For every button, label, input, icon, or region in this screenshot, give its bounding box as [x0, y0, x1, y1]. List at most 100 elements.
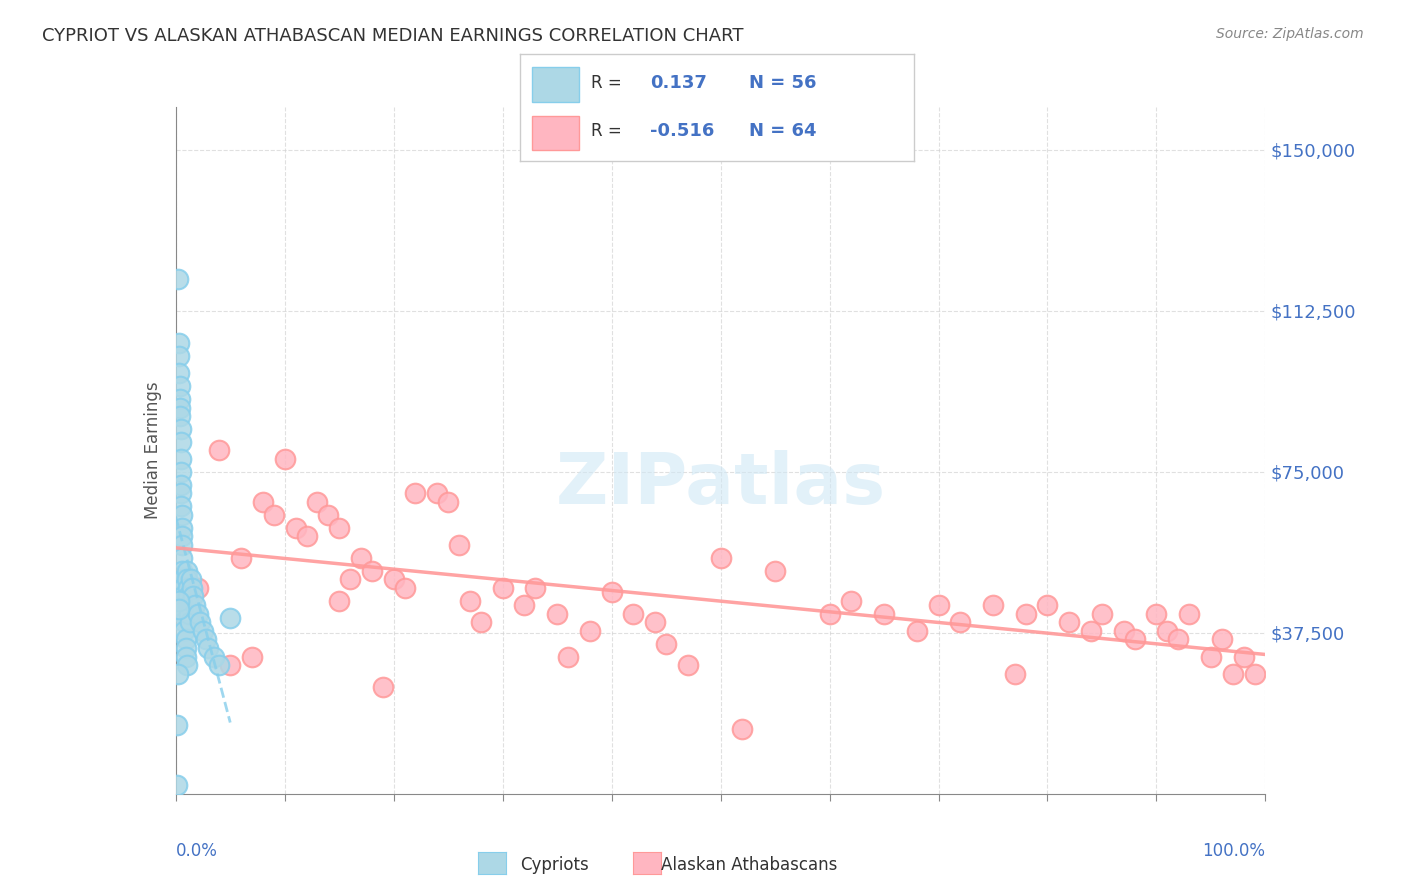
- Point: [274, 452, 297, 467]
- Point: [172, 538, 194, 552]
- Point: [170, 434, 193, 449]
- Point: [328, 521, 350, 535]
- Point: [202, 649, 225, 664]
- Point: [928, 598, 950, 612]
- Point: [710, 550, 733, 565]
- Point: [172, 508, 194, 522]
- Point: [1199, 649, 1222, 664]
- Point: [394, 581, 416, 595]
- Point: [470, 615, 492, 630]
- Point: [524, 581, 547, 595]
- Point: [1080, 624, 1102, 638]
- Point: [172, 572, 194, 586]
- Point: [174, 649, 197, 664]
- Point: [1015, 607, 1038, 621]
- Point: [371, 680, 394, 694]
- Point: [186, 581, 209, 595]
- Point: [1211, 632, 1233, 647]
- Text: -0.516: -0.516: [650, 121, 714, 139]
- FancyBboxPatch shape: [531, 68, 579, 102]
- Point: [1144, 607, 1167, 621]
- Point: [818, 607, 841, 621]
- Text: N = 64: N = 64: [748, 121, 815, 139]
- Point: [177, 581, 200, 595]
- Point: [188, 615, 211, 630]
- Text: R =: R =: [591, 75, 627, 93]
- Point: [240, 649, 263, 664]
- Point: [600, 585, 623, 599]
- Point: [318, 508, 340, 522]
- Point: [676, 658, 699, 673]
- Point: [208, 443, 231, 458]
- Point: [170, 422, 193, 436]
- Point: [579, 624, 602, 638]
- Point: [181, 581, 204, 595]
- Point: [231, 550, 253, 565]
- Point: [169, 379, 191, 393]
- Point: [513, 598, 536, 612]
- Point: [169, 409, 191, 423]
- Point: [1112, 624, 1135, 638]
- Point: [176, 658, 198, 673]
- Point: [1036, 598, 1059, 612]
- Point: [167, 366, 190, 380]
- Point: [167, 336, 190, 351]
- Text: 100.0%: 100.0%: [1202, 842, 1265, 860]
- Point: [1232, 649, 1256, 664]
- Point: [1091, 607, 1114, 621]
- FancyBboxPatch shape: [531, 116, 579, 150]
- Point: [284, 521, 307, 535]
- Point: [263, 508, 285, 522]
- Point: [557, 649, 579, 664]
- Point: [655, 637, 678, 651]
- Text: Source: ZipAtlas.com: Source: ZipAtlas.com: [1216, 27, 1364, 41]
- Point: [873, 607, 896, 621]
- Point: [208, 658, 231, 673]
- Point: [177, 607, 200, 621]
- Y-axis label: Median Earnings: Median Earnings: [143, 382, 162, 519]
- Point: [339, 572, 361, 586]
- Point: [166, 718, 188, 732]
- Point: [173, 615, 195, 630]
- Text: N = 56: N = 56: [748, 75, 815, 93]
- Point: [169, 401, 191, 415]
- Point: [1004, 666, 1026, 681]
- Point: [169, 392, 191, 406]
- Point: [1123, 632, 1146, 647]
- Point: [437, 495, 460, 509]
- Point: [307, 495, 329, 509]
- Point: [177, 598, 200, 612]
- Point: [172, 581, 194, 595]
- Text: CYPRIOT VS ALASKAN ATHABASCAN MEDIAN EARNINGS CORRELATION CHART: CYPRIOT VS ALASKAN ATHABASCAN MEDIAN EAR…: [42, 27, 744, 45]
- Point: [546, 607, 568, 621]
- Point: [621, 607, 644, 621]
- Point: [172, 521, 194, 535]
- Point: [949, 615, 972, 630]
- Point: [167, 593, 190, 607]
- Point: [172, 564, 194, 578]
- Point: [905, 624, 928, 638]
- Point: [219, 658, 242, 673]
- Point: [176, 564, 198, 578]
- Point: [197, 640, 219, 655]
- Point: [405, 486, 427, 500]
- Point: [644, 615, 666, 630]
- Point: [172, 590, 194, 604]
- Point: [180, 572, 202, 586]
- Point: [167, 271, 190, 285]
- Point: [191, 624, 214, 638]
- Point: [763, 564, 786, 578]
- Point: [173, 607, 195, 621]
- Point: [295, 529, 318, 543]
- Point: [170, 500, 193, 514]
- Point: [1156, 624, 1178, 638]
- Text: R =: R =: [591, 121, 627, 139]
- Point: [981, 598, 1004, 612]
- Point: [177, 590, 200, 604]
- Point: [458, 593, 481, 607]
- Point: [181, 590, 204, 604]
- Point: [170, 465, 193, 479]
- Point: [328, 593, 350, 607]
- Point: [184, 598, 207, 612]
- Point: [426, 486, 449, 500]
